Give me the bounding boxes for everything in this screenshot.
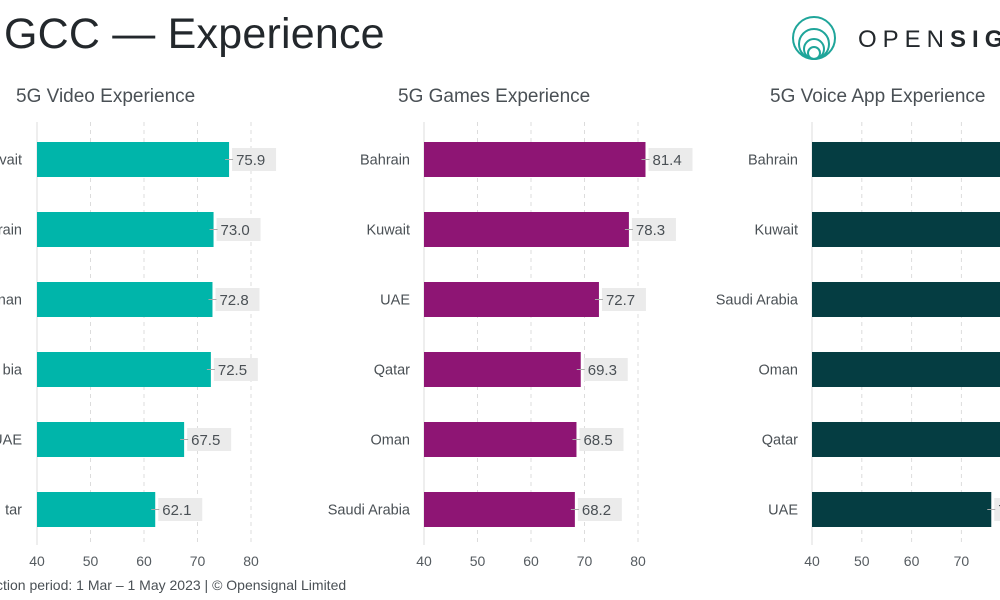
bar bbox=[812, 282, 1000, 317]
x-tick-label: 70 bbox=[577, 553, 593, 569]
panel-voice-app-experience: 5G Voice App Experience 40 50 60 70 Bahrain K… bbox=[700, 80, 1000, 580]
value-label: 7 bbox=[998, 502, 1000, 519]
chart-title: 5G Games Experience bbox=[398, 86, 591, 107]
logo-wordmark: OPENSIG bbox=[858, 26, 1000, 53]
x-tick-label: 40 bbox=[29, 553, 45, 569]
bar bbox=[424, 422, 577, 457]
value-label: 72.5 bbox=[218, 362, 247, 379]
category-label: Kuwait bbox=[366, 223, 410, 239]
bar bbox=[37, 142, 230, 177]
value-label-background bbox=[187, 428, 232, 451]
x-tick-label: 80 bbox=[630, 553, 646, 569]
x-tick-label: 60 bbox=[523, 553, 539, 569]
value-label-background bbox=[579, 428, 624, 451]
bar bbox=[812, 492, 992, 527]
value-label: 81.4 bbox=[652, 152, 681, 169]
category-label: UAE bbox=[380, 293, 410, 309]
value-label: 73.0 bbox=[221, 222, 250, 239]
x-tick-label: 70 bbox=[190, 553, 206, 569]
x-tick-label: 70 bbox=[954, 553, 970, 569]
value-label-background bbox=[232, 148, 277, 171]
category-label: Kuwait bbox=[754, 223, 798, 239]
value-label-background bbox=[601, 288, 646, 311]
value-label-background bbox=[648, 148, 693, 171]
bar bbox=[37, 492, 156, 527]
value-label: 69.3 bbox=[588, 362, 617, 379]
x-tick-label: 40 bbox=[804, 553, 820, 569]
bar bbox=[812, 422, 1000, 457]
value-label-background bbox=[158, 498, 203, 521]
x-tick-label: 50 bbox=[470, 553, 486, 569]
bar bbox=[424, 352, 581, 387]
category-label: Oman bbox=[759, 363, 799, 379]
chart-title: 5G Video Experience bbox=[16, 86, 196, 107]
bar bbox=[424, 212, 629, 247]
category-label: Bahrain bbox=[748, 153, 798, 169]
category-label: bia bbox=[3, 363, 23, 379]
bar bbox=[37, 212, 214, 247]
category-label: Saudi Arabia bbox=[328, 503, 411, 519]
category-label: UAE bbox=[0, 433, 22, 449]
footer-note: ction period: 1 Mar – 1 May 2023 | © Ope… bbox=[0, 577, 347, 593]
value-label: 68.2 bbox=[582, 502, 611, 519]
bar bbox=[812, 142, 1000, 177]
value-label: 68.5 bbox=[583, 432, 612, 449]
x-tick-label: 60 bbox=[136, 553, 152, 569]
category-label: Qatar bbox=[374, 363, 410, 379]
value-label-background bbox=[216, 218, 261, 241]
category-label: tar bbox=[5, 503, 22, 519]
value-label: 72.7 bbox=[606, 292, 635, 309]
category-label: Saudi Arabia bbox=[716, 293, 799, 309]
category-label: nan bbox=[0, 293, 22, 309]
bar bbox=[424, 142, 646, 177]
page-title: GCC — Experience bbox=[4, 10, 385, 58]
bar bbox=[424, 282, 599, 317]
category-label: UAE bbox=[768, 503, 798, 519]
value-label: 72.8 bbox=[219, 292, 248, 309]
value-label-background bbox=[213, 358, 258, 381]
category-label: Oman bbox=[371, 433, 411, 449]
x-tick-label: 60 bbox=[904, 553, 920, 569]
chart-title: 5G Voice App Experience bbox=[770, 86, 986, 107]
value-label-background bbox=[631, 218, 676, 241]
category-label: Qatar bbox=[762, 433, 798, 449]
panel-games-experience: 5G Games Experience 40 50 60 70 80 Bahrain 81.… bbox=[300, 80, 700, 580]
value-label: 62.1 bbox=[162, 502, 191, 519]
bar bbox=[37, 282, 213, 317]
opensignal-rings-icon bbox=[792, 16, 836, 60]
voice-app-experience-chart: 40 50 60 70 Bahrain Kuwait Saudi Arabia Oman Qat… bbox=[716, 122, 1000, 569]
category-label: vait bbox=[0, 153, 22, 169]
panel-video-experience: 5G Video Experience 40 50 60 70 80 vait 75.9 ra… bbox=[0, 80, 300, 580]
value-label-background bbox=[583, 358, 628, 381]
opensignal-logo: OPENSIG bbox=[790, 12, 1000, 64]
value-label: 67.5 bbox=[191, 432, 220, 449]
bar bbox=[812, 212, 1000, 247]
value-label-background bbox=[215, 288, 260, 311]
value-label-background bbox=[994, 498, 1000, 521]
category-label: rain bbox=[0, 223, 22, 239]
category-label: Bahrain bbox=[360, 153, 410, 169]
value-label-background bbox=[577, 498, 622, 521]
video-experience-chart: 40 50 60 70 80 vait 75.9 rain 73.0 nan 72.8 bia 72.5… bbox=[0, 122, 277, 569]
value-label: 78.3 bbox=[636, 222, 665, 239]
x-tick-label: 50 bbox=[83, 553, 99, 569]
games-experience-chart: 40 50 60 70 80 Bahrain 81.4 Kuwait 78.3 UAE 72.7 Qa… bbox=[328, 122, 693, 569]
x-tick-label: 40 bbox=[416, 553, 432, 569]
bar bbox=[37, 422, 185, 457]
x-tick-label: 80 bbox=[243, 553, 259, 569]
bar bbox=[812, 352, 1000, 387]
bar bbox=[37, 352, 211, 387]
x-tick-label: 50 bbox=[854, 553, 870, 569]
value-label: 75.9 bbox=[236, 152, 265, 169]
bar bbox=[424, 492, 575, 527]
